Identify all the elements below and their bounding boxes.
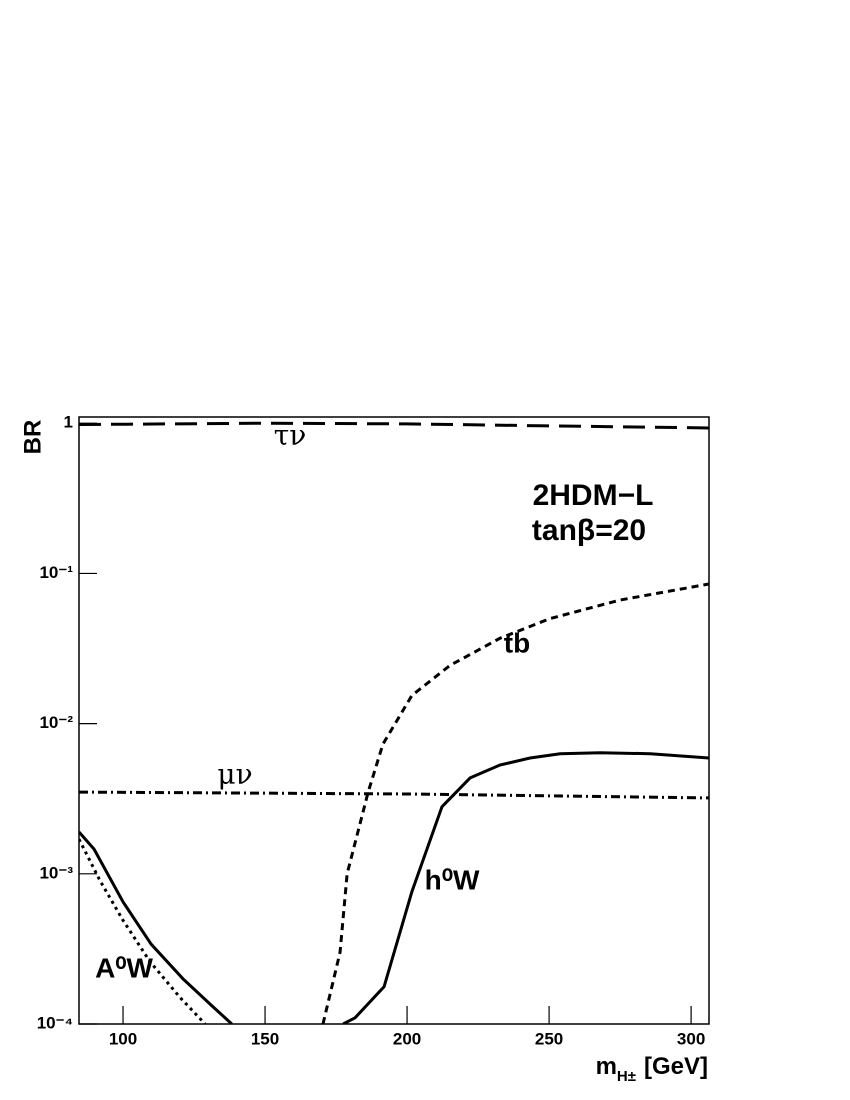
x-label-main: m (596, 1053, 617, 1080)
series-line (79, 421, 709, 430)
y-tick-label: 10⁻⁴ (37, 1013, 73, 1032)
y-tick-label: 10⁻² (39, 713, 73, 732)
annotation: 2HDM−L (533, 479, 654, 512)
y-tick-label: 10⁻³ (39, 863, 73, 882)
series-label: A⁰W (95, 952, 153, 983)
y-axis-label: BR (19, 420, 46, 455)
x-tick-label: 100 (109, 1029, 137, 1048)
series-line (79, 830, 233, 1024)
x-label-sub: H± (617, 1068, 636, 1085)
y-tick-label: 1 (64, 413, 73, 432)
series-label: μν (217, 758, 252, 791)
y-tick-label: 10⁻¹ (39, 563, 73, 582)
x-tick-label: 200 (393, 1029, 421, 1048)
x-label-unit: [GeV] (644, 1053, 708, 1080)
plot-area (79, 421, 709, 1024)
annotation: tanβ=20 (532, 514, 646, 547)
series-label: tb (504, 627, 530, 658)
plot-frame (78, 416, 710, 1025)
series-line (79, 790, 709, 800)
series-label: τν (274, 419, 307, 452)
series-line (342, 751, 709, 1024)
x-tick-label: 300 (677, 1029, 705, 1048)
x-tick-label: 250 (535, 1029, 563, 1048)
x-tick-label: 150 (251, 1029, 279, 1048)
x-axis-label: mH± [GeV] (596, 1053, 708, 1085)
series-label: h⁰W (425, 864, 480, 895)
series-line (321, 582, 709, 1024)
